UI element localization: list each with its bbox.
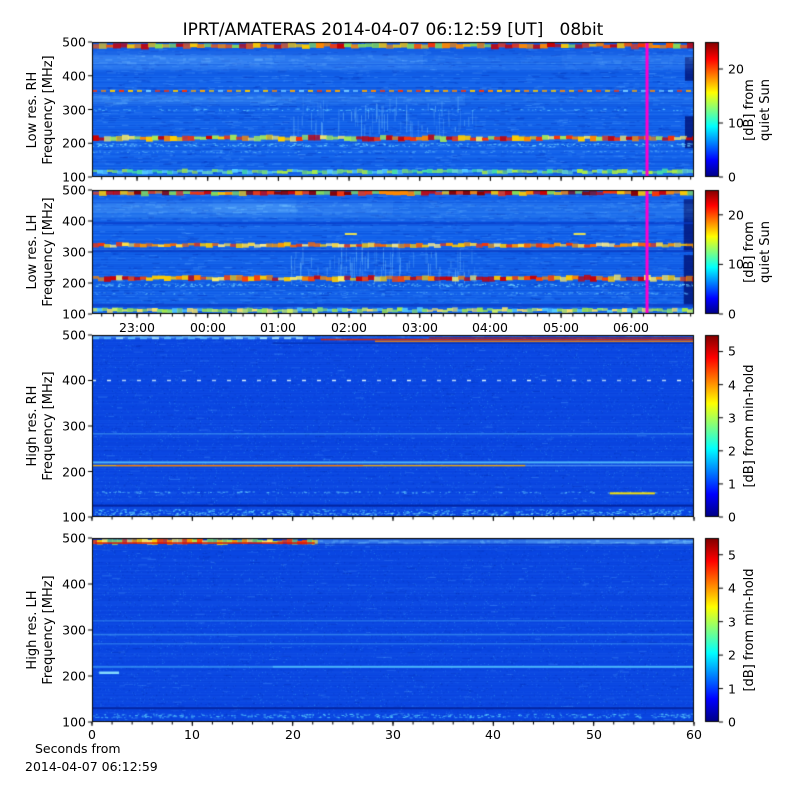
y-tick-label: 500	[62, 182, 86, 198]
colorbar-tick-label: 4	[728, 580, 736, 596]
colorbar-label-line: [dB] from	[742, 221, 757, 283]
time-tick-label: 03:00	[401, 320, 439, 335]
y-tick-label: 100	[62, 306, 86, 322]
seconds-tick-label: 30	[385, 727, 401, 742]
seconds-tick-label: 20	[285, 727, 301, 742]
figure-title: IPRT/AMATERAS 2014-04-07 06:12:59 [UT] 0…	[182, 20, 604, 40]
y-tick-label: 200	[62, 464, 86, 480]
y-axis-label-line: High res. RH	[25, 385, 40, 467]
y-axis-label-line: Frequency [MHz]	[41, 371, 56, 481]
seconds-tick-label: 50	[586, 727, 602, 742]
colorbar-tick-label: 20	[728, 61, 744, 77]
seconds-tick-label: 60	[686, 727, 702, 742]
colorbar-label-line: [dB] from min-hold	[742, 568, 757, 692]
x-axis-title-line2: 2014-04-07 06:12:59	[25, 759, 158, 774]
time-tick-label: 06:00	[612, 320, 650, 335]
y-axis-label: Low res. LH Frequency [MHz]	[25, 197, 57, 306]
time-tick-label: 02:00	[330, 320, 368, 335]
y-tick-label: 200	[62, 668, 86, 684]
colorbar-tick-label: 3	[728, 410, 736, 426]
x-axis-title-line1: Seconds from	[35, 741, 121, 756]
colorbar-label-line: [dB] from	[742, 79, 757, 141]
colorbar-tick-label: 10	[728, 256, 744, 272]
y-axis-label: High res. LH Frequency [MHz]	[25, 575, 57, 684]
colorbar-tick-label: 3	[728, 614, 736, 630]
y-axis-label: High res. RH Frequency [MHz]	[25, 371, 57, 480]
y-tick-label: 200	[62, 275, 86, 291]
time-tick-label: 05:00	[542, 320, 580, 335]
colorbar-tick-label: 1	[728, 681, 736, 697]
y-tick-label: 300	[62, 244, 86, 260]
colorbar-label-line: [dB] from min-hold	[742, 364, 757, 488]
colorbar-tick-label: 2	[728, 443, 736, 459]
colorbar-tick-label: 5	[728, 547, 736, 563]
y-tick-label: 100	[62, 714, 86, 730]
colorbar-tick-label: 0	[728, 714, 736, 730]
y-tick-label: 100	[62, 509, 86, 525]
colorbar-label: [dB] from quiet Sun	[742, 79, 774, 141]
y-tick-label: 200	[62, 135, 86, 151]
y-axis-label-line: Low res. LH	[25, 214, 40, 290]
y-tick-label: 400	[62, 576, 86, 592]
time-tick-label: 04:00	[471, 320, 509, 335]
y-tick-label: 300	[62, 418, 86, 434]
y-tick-label: 500	[62, 327, 86, 343]
y-axis-label-line: Frequency [MHz]	[41, 55, 56, 165]
y-tick-label: 300	[62, 102, 86, 118]
y-tick-label: 400	[62, 68, 86, 84]
colorbar-label-line: quiet Sun	[758, 78, 773, 142]
colorbar-label: [dB] from min-hold	[742, 364, 758, 487]
y-axis-label-line: Frequency [MHz]	[41, 575, 56, 685]
seconds-tick-label: 0	[88, 727, 96, 742]
colorbar-tick-label: 10	[728, 115, 744, 131]
colorbar-tick-label: 1	[728, 476, 736, 492]
colorbar-tick-label: 0	[728, 509, 736, 525]
y-tick-label: 300	[62, 622, 86, 638]
y-tick-label: 400	[62, 213, 86, 229]
colorbar-label: [dB] from min-hold	[742, 568, 758, 691]
y-tick-label: 500	[62, 530, 86, 546]
time-tick-label: 01:00	[259, 320, 297, 335]
colorbar-tick-label: 0	[728, 169, 736, 185]
colorbar-label-line: quiet Sun	[758, 220, 773, 284]
colorbar-label: [dB] from quiet Sun	[742, 221, 774, 283]
colorbar-tick-label: 20	[728, 207, 744, 223]
colorbar-tick-label: 0	[728, 306, 736, 322]
colorbar-tick-label: 5	[728, 343, 736, 359]
time-tick-label: 00:00	[189, 320, 227, 335]
colorbar-tick-label: 2	[728, 647, 736, 663]
y-axis-label-line: High res. LH	[25, 590, 40, 670]
y-axis-label-line: Low res. RH	[25, 71, 40, 149]
y-axis-label: Low res. RH Frequency [MHz]	[25, 55, 57, 164]
y-tick-label: 400	[62, 372, 86, 388]
y-tick-label: 100	[62, 169, 86, 185]
y-tick-label: 500	[62, 34, 86, 50]
seconds-tick-label: 10	[184, 727, 200, 742]
y-axis-label-line: Frequency [MHz]	[41, 197, 56, 307]
time-tick-label: 23:00	[118, 320, 156, 335]
colorbar-tick-label: 4	[728, 377, 736, 393]
seconds-tick-label: 40	[485, 727, 501, 742]
